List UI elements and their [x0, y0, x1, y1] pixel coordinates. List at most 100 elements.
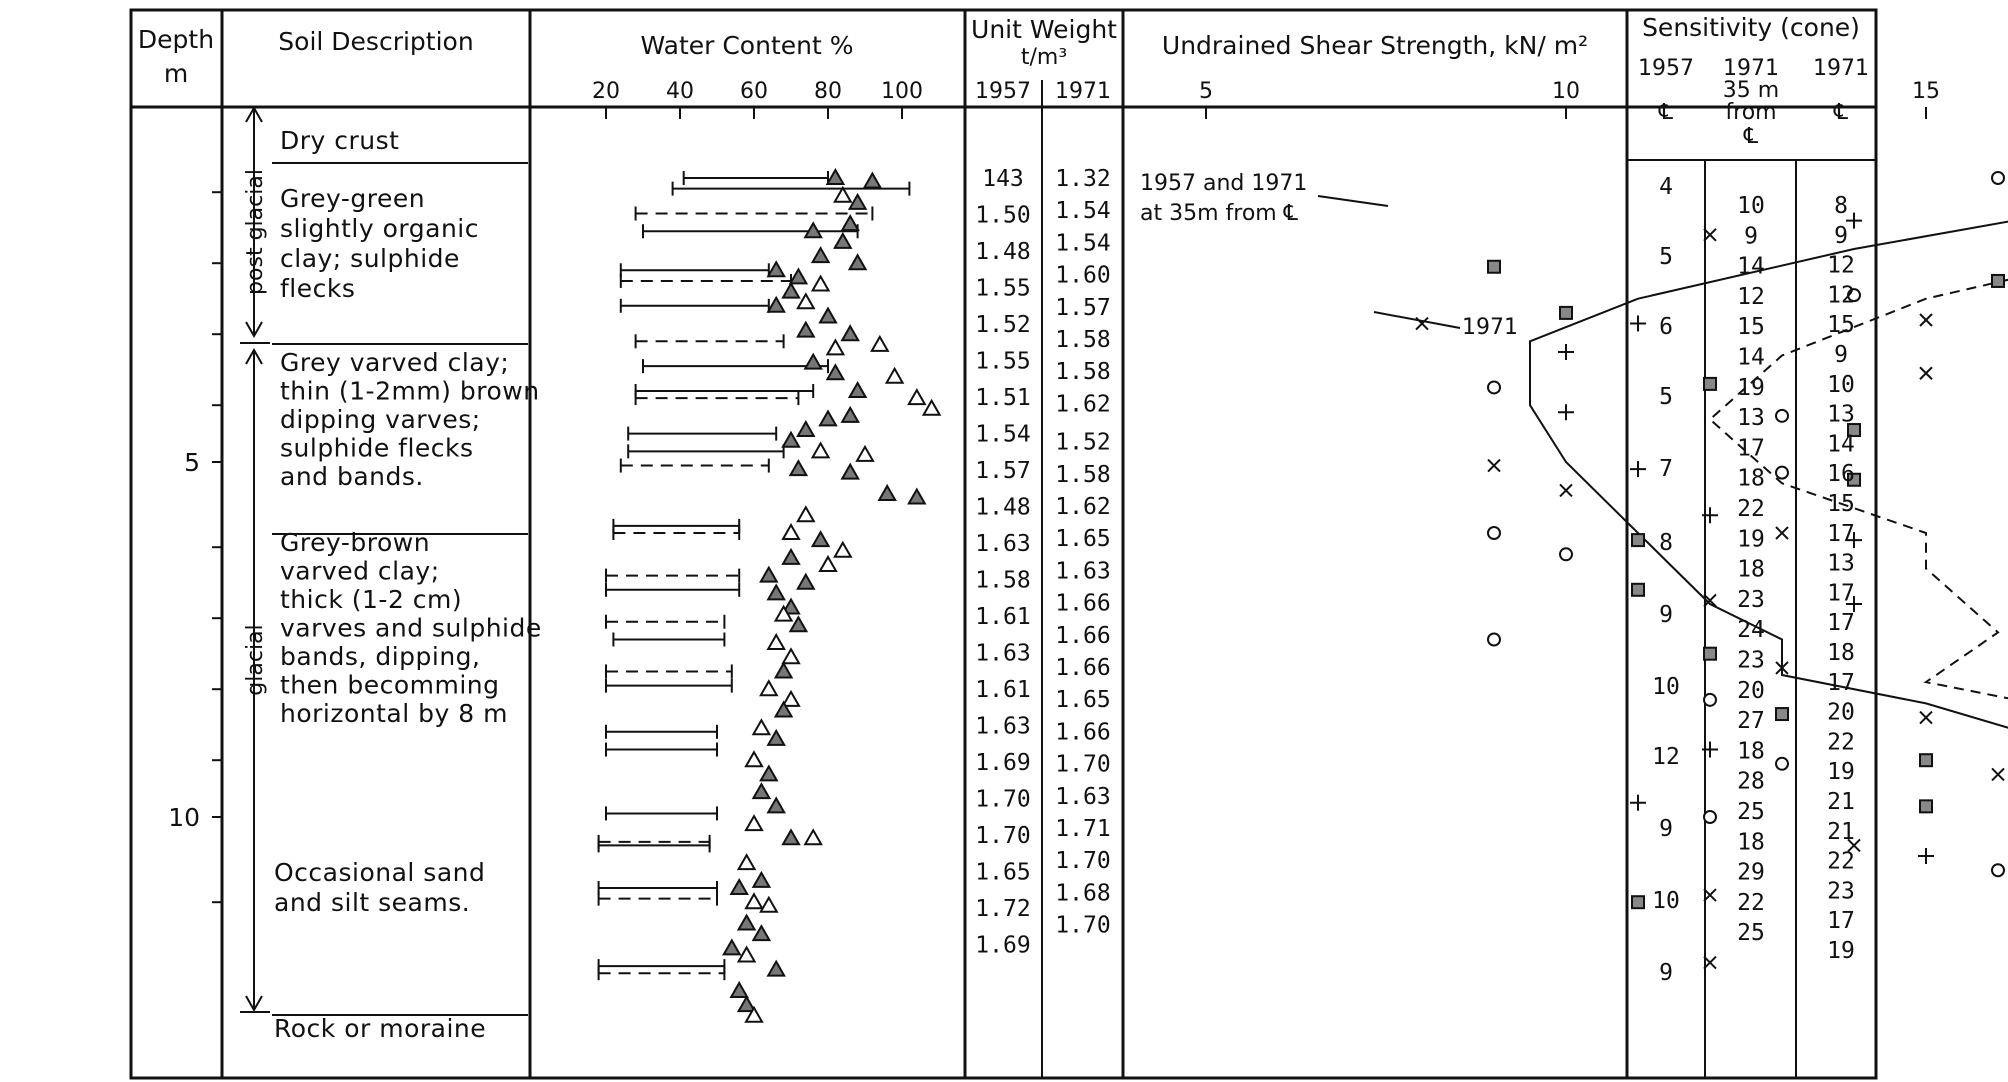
- water-content-point: [781, 597, 801, 615]
- water-content-point: [907, 388, 927, 406]
- sensitivity-1971b-value: 17: [1827, 610, 1855, 636]
- unit-weight-column: 143 1.50 1.48 1.55 1.52 1.55 1.51 1.54 1.57 1.48 1…: [975, 166, 1110, 959]
- water-content-point: [803, 352, 823, 370]
- unit-weight-1957-value: 143: [982, 166, 1024, 192]
- depth-tick-label: 5: [184, 448, 200, 477]
- water-content-point: [759, 895, 779, 913]
- sensitivity-1971a-value: 14: [1737, 345, 1765, 371]
- uw-1957-header: 1957: [975, 79, 1031, 104]
- soil-description-line: thick (1-2 cm): [280, 585, 462, 614]
- shear-point-plus: [1558, 343, 1574, 360]
- sens-1957-cl: ℄: [1658, 100, 1674, 125]
- shear-strength-plot: 1957 and 1971 at 35m from ℄ 1971: [1140, 171, 2008, 970]
- shear-annotation-leader-1: [1317, 195, 1389, 207]
- sens-1971a-cl: ℄: [1743, 124, 1759, 149]
- depth-unit: m: [164, 59, 188, 88]
- water-content-point: [884, 366, 905, 384]
- sensitivity-1957-value: 6: [1659, 314, 1673, 340]
- sens-1971a-sub2: from: [1725, 100, 1776, 125]
- soil-description-line: varves and sulphide: [280, 614, 542, 643]
- water-content-point: [729, 877, 749, 895]
- sensitivity-1971b-value: 21: [1827, 789, 1855, 815]
- unit-weight-1957-value: 1.52: [975, 312, 1030, 338]
- unit-weight-1971-value: 1.71: [1055, 816, 1110, 842]
- water-content-point: [736, 945, 757, 963]
- depth-header: Depth: [138, 25, 214, 54]
- water-content-point: [722, 938, 742, 956]
- sens-1971b-header: 1971: [1813, 56, 1869, 81]
- shear-point-circle: [1775, 756, 1789, 771]
- water-content-point: [825, 363, 846, 381]
- sensitivity-1971b-value: 16: [1827, 461, 1855, 487]
- shear-point-circle: [1991, 171, 2005, 185]
- sensitivity-1971a-value: 28: [1737, 769, 1765, 795]
- sens-1971a-header: 1971: [1723, 56, 1779, 81]
- unit-weight-1971-value: 1.32: [1055, 166, 1110, 192]
- sensitivity-1971a-value: 12: [1737, 284, 1765, 310]
- shear-point-circle: [1775, 465, 1789, 480]
- water-content-point: [781, 281, 801, 299]
- unit-weight-1957-value: 1.61: [975, 604, 1030, 630]
- water-header: Water Content %: [641, 31, 854, 60]
- sensitivity-1971b-value: 23: [1827, 878, 1855, 904]
- shear-point-circle: [1487, 632, 1501, 647]
- shear-point-circle: [1847, 288, 1861, 303]
- soil-description-line: flecks: [280, 274, 355, 303]
- unit-weight-1971-value: 1.66: [1055, 719, 1110, 745]
- bracket-arrow-mid2: [245, 347, 263, 365]
- unit-weight-1957-value: 1.61: [975, 677, 1030, 703]
- sensitivity-1971b-value: 18: [1827, 640, 1855, 666]
- water-tick-label: 60: [740, 79, 768, 104]
- water-content-point: [862, 171, 883, 189]
- sensitivity-1971a-value: 23: [1737, 648, 1765, 674]
- shear-point-plus: [1702, 507, 1718, 524]
- unit-weight-1957-value: 1.63: [975, 531, 1030, 557]
- shear-point-circle: [1487, 380, 1501, 395]
- sensitivity-1971a-value: 25: [1737, 799, 1765, 825]
- bracket-arrow-top: [245, 105, 263, 123]
- soil-description-line: bands, dipping,: [280, 642, 480, 671]
- sensitivity-1971a-value: 23: [1737, 587, 1765, 613]
- unit-weight-1957-value: 1.55: [975, 349, 1030, 375]
- shear-point-circle: [1487, 526, 1501, 540]
- depth-tick-label: 10: [168, 803, 200, 832]
- unit-weight-1971-value: 1.70: [1055, 752, 1110, 778]
- water-content-point: [736, 853, 757, 871]
- water-content-point: [751, 924, 772, 942]
- sensitivity-1971a-value: 29: [1737, 860, 1765, 886]
- water-content-point: [810, 246, 831, 264]
- sensitivity-1957-value: 10: [1652, 888, 1680, 914]
- sensitivity-1971b-value: 14: [1827, 431, 1855, 457]
- sensitivity-1957-value: 10: [1652, 674, 1680, 700]
- water-content-point: [833, 540, 853, 558]
- water-tick-label: 100: [881, 79, 923, 104]
- water-content-point: [773, 604, 794, 622]
- unit-weight-1957-value: 1.65: [975, 860, 1030, 886]
- water-content-point: [751, 870, 772, 888]
- unit-weight-1957-value: 1.54: [975, 422, 1030, 448]
- water-content-point: [736, 913, 757, 931]
- shear-point-cross: [1775, 661, 1789, 675]
- shear-tick-label: 5: [1199, 79, 1213, 104]
- unit-weight-1971-value: 1.60: [1055, 263, 1110, 289]
- water-content-point: [877, 483, 897, 501]
- water-content-point: [825, 167, 846, 185]
- unit-weight-1971-value: 1.58: [1055, 462, 1110, 488]
- water-content-point: [759, 565, 779, 583]
- sensitivity-1971a-value: 18: [1737, 557, 1765, 583]
- unit-weight-1971-value: 1.66: [1055, 591, 1110, 617]
- sensitivity-1971a-value: 15: [1737, 314, 1765, 340]
- sensitivity-1971b-value: 17: [1827, 908, 1855, 934]
- shear-point-cross: [1919, 313, 1933, 327]
- shear-annotation-1: 1957 and 1971: [1140, 171, 1307, 196]
- water-content-point: [870, 334, 890, 352]
- sensitivity-1957-value: 7: [1659, 456, 1673, 482]
- sensitivity-1971a-value: 13: [1737, 405, 1765, 431]
- sensitivity-1971b-value: 9: [1834, 342, 1848, 368]
- soil-description-line: then becomming: [280, 671, 499, 700]
- soil-description-line: and bands.: [280, 462, 424, 491]
- shear-point-cross: [1919, 710, 1933, 725]
- water-content-point: [796, 420, 816, 438]
- water-content-point: [759, 679, 779, 697]
